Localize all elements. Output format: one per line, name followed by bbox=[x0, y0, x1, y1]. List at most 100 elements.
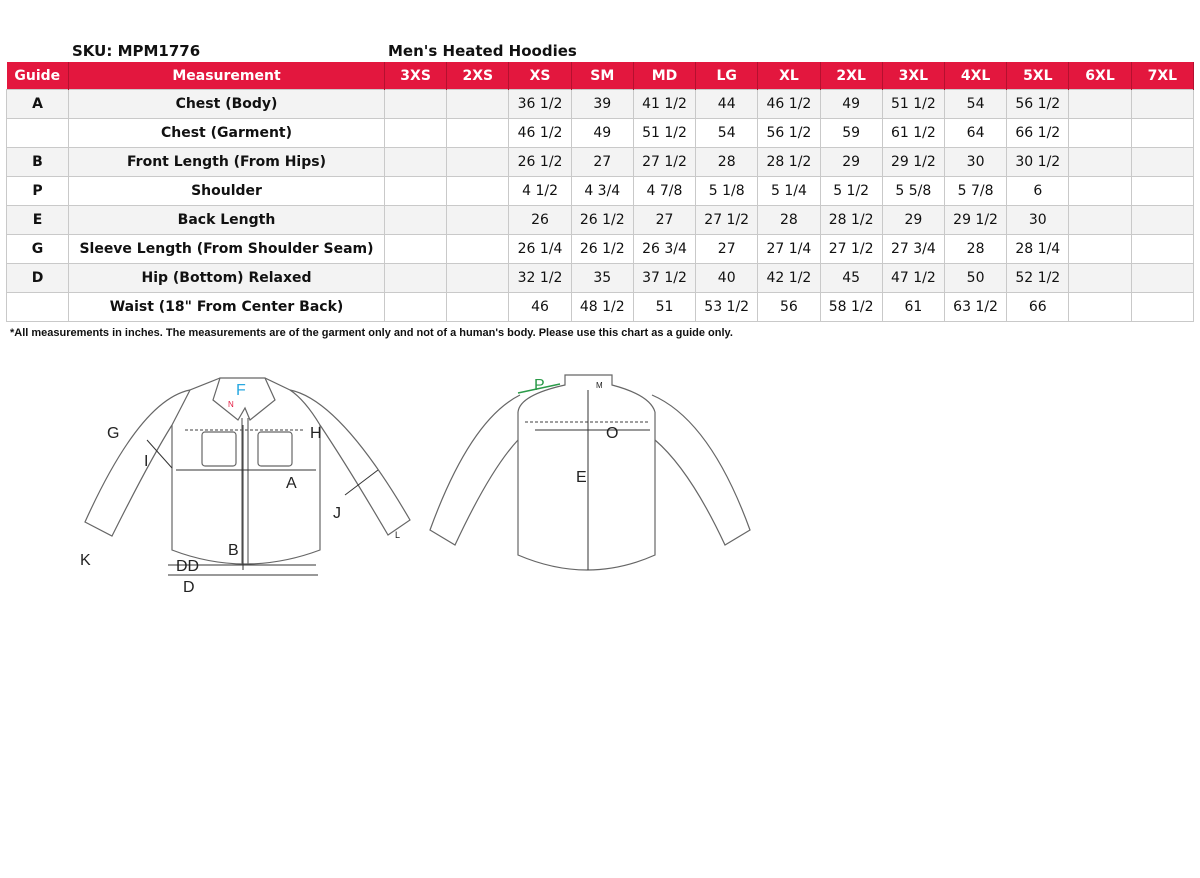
size-value-cell: 56 bbox=[757, 292, 821, 322]
size-value-cell: 37 1/2 bbox=[632, 263, 697, 293]
guide-cell: P bbox=[6, 176, 69, 206]
size-value-cell: 45 bbox=[819, 263, 883, 293]
size-value-cell: 28 1/2 bbox=[757, 147, 821, 177]
size-value-cell: 29 1/2 bbox=[881, 147, 945, 177]
size-value-cell: 54 bbox=[943, 89, 1008, 119]
size-value-cell: 28 bbox=[695, 147, 759, 177]
label-p: P bbox=[534, 377, 545, 394]
size-value-cell: 53 1/2 bbox=[695, 292, 759, 322]
size-value-cell bbox=[1130, 292, 1195, 322]
label-f: F bbox=[236, 382, 246, 399]
column-header: 6XL bbox=[1068, 62, 1132, 90]
shoulder-arrow bbox=[517, 383, 561, 394]
measurement-cell: Chest (Garment) bbox=[68, 118, 385, 148]
table-row: D Hip (Bottom) Relaxed 32 1/2 35 37 1/2 40 42 … bbox=[6, 263, 1195, 293]
garment-diagram: G I H A J B K DD D F L N P M O E bbox=[80, 374, 751, 596]
size-value-cell: 40 bbox=[695, 263, 759, 293]
guide-cell: D bbox=[6, 263, 69, 293]
label-g: G bbox=[107, 425, 119, 442]
size-value-cell: 58 1/2 bbox=[819, 292, 883, 322]
size-value-cell: 61 bbox=[881, 292, 945, 322]
guide-cell bbox=[6, 118, 69, 148]
label-a: A bbox=[286, 475, 297, 492]
guide-cell: E bbox=[6, 205, 69, 235]
measurement-cell: Shoulder bbox=[68, 176, 385, 206]
size-value-cell bbox=[1068, 234, 1132, 264]
size-value-cell: 32 1/2 bbox=[508, 263, 572, 293]
label-e: E bbox=[576, 469, 587, 486]
label-d: D bbox=[183, 579, 195, 596]
size-value-cell: 50 bbox=[943, 263, 1008, 293]
size-value-cell bbox=[383, 118, 448, 148]
diagram-labels: G I H A J B K DD D F L N P M O E bbox=[80, 377, 618, 596]
size-value-cell bbox=[446, 234, 510, 264]
size-value-cell bbox=[1130, 176, 1195, 206]
size-value-cell: 28 1/4 bbox=[1006, 234, 1070, 264]
size-value-cell: 5 7/8 bbox=[943, 176, 1008, 206]
size-value-cell: 29 bbox=[819, 147, 883, 177]
size-value-cell bbox=[383, 176, 448, 206]
size-value-cell bbox=[446, 292, 510, 322]
size-value-cell: 30 1/2 bbox=[1006, 147, 1070, 177]
size-value-cell: 59 bbox=[819, 118, 883, 148]
size-value-cell: 49 bbox=[570, 118, 634, 148]
measurement-note: *All measurements in inches. The measure… bbox=[10, 327, 733, 339]
size-value-cell: 4 7/8 bbox=[632, 176, 697, 206]
column-header: SM bbox=[571, 62, 634, 90]
size-value-cell: 26 1/4 bbox=[508, 234, 572, 264]
size-value-cell: 27 1/2 bbox=[819, 234, 883, 264]
label-h: H bbox=[310, 425, 322, 442]
measurement-cell: Hip (Bottom) Relaxed bbox=[68, 263, 385, 293]
size-value-cell: 28 1/2 bbox=[819, 205, 883, 235]
size-value-cell: 63 1/2 bbox=[943, 292, 1008, 322]
size-value-cell bbox=[383, 89, 448, 119]
size-value-cell: 46 1/2 bbox=[508, 118, 572, 148]
size-value-cell: 5 1/2 bbox=[819, 176, 883, 206]
size-value-cell bbox=[383, 147, 448, 177]
size-value-cell: 66 bbox=[1006, 292, 1070, 322]
size-value-cell: 54 bbox=[695, 118, 759, 148]
size-value-cell bbox=[1068, 205, 1132, 235]
product-title: Men's Heated Hoodies bbox=[388, 42, 577, 60]
size-value-cell bbox=[1130, 118, 1195, 148]
size-value-cell: 5 1/4 bbox=[757, 176, 821, 206]
size-value-cell: 41 1/2 bbox=[632, 89, 697, 119]
column-header: XL bbox=[757, 62, 821, 90]
guide-cell bbox=[6, 292, 69, 322]
size-value-cell: 44 bbox=[695, 89, 759, 119]
size-value-cell bbox=[1068, 147, 1132, 177]
table-row: G Sleeve Length (From Shoulder Seam) 26 1/… bbox=[6, 234, 1195, 264]
table-header: Guide Measurement 3XS 2XS XS SM MD LG XL 2XL 3XL 4X… bbox=[6, 62, 1195, 90]
column-header: 3XL bbox=[882, 62, 945, 90]
size-value-cell: 29 1/2 bbox=[943, 205, 1008, 235]
size-value-cell: 39 bbox=[570, 89, 634, 119]
size-value-cell: 28 bbox=[757, 205, 821, 235]
size-value-cell: 27 bbox=[632, 205, 697, 235]
label-l: L bbox=[395, 530, 400, 540]
size-value-cell: 4 1/2 bbox=[508, 176, 572, 206]
size-value-cell: 27 bbox=[695, 234, 759, 264]
size-value-cell: 26 1/2 bbox=[570, 234, 634, 264]
size-value-cell: 49 bbox=[819, 89, 883, 119]
size-value-cell: 27 1/4 bbox=[757, 234, 821, 264]
size-value-cell: 29 bbox=[881, 205, 945, 235]
size-value-cell: 4 3/4 bbox=[570, 176, 634, 206]
size-value-cell: 46 1/2 bbox=[757, 89, 821, 119]
size-value-cell bbox=[446, 147, 510, 177]
size-value-cell: 51 bbox=[632, 292, 697, 322]
size-value-cell: 35 bbox=[570, 263, 634, 293]
measurement-arrows bbox=[146, 425, 379, 576]
column-header: 7XL bbox=[1131, 62, 1195, 90]
column-header: 4XL bbox=[944, 62, 1008, 90]
column-header: LG bbox=[695, 62, 759, 90]
table-row: E Back Length 26 26 1/2 27 27 1/2 28 28 1/2 29 29… bbox=[6, 205, 1195, 235]
size-value-cell: 47 1/2 bbox=[881, 263, 945, 293]
measurement-cell: Front Length (From Hips) bbox=[68, 147, 385, 177]
size-value-cell: 5 5/8 bbox=[881, 176, 945, 206]
label-j: J bbox=[333, 505, 341, 522]
size-value-cell: 51 1/2 bbox=[881, 89, 945, 119]
label-k: K bbox=[80, 552, 91, 569]
measurement-cell: Back Length bbox=[68, 205, 385, 235]
table-row: B Front Length (From Hips) 26 1/2 27 27 1/2 2… bbox=[6, 147, 1195, 177]
size-value-cell bbox=[383, 234, 448, 264]
